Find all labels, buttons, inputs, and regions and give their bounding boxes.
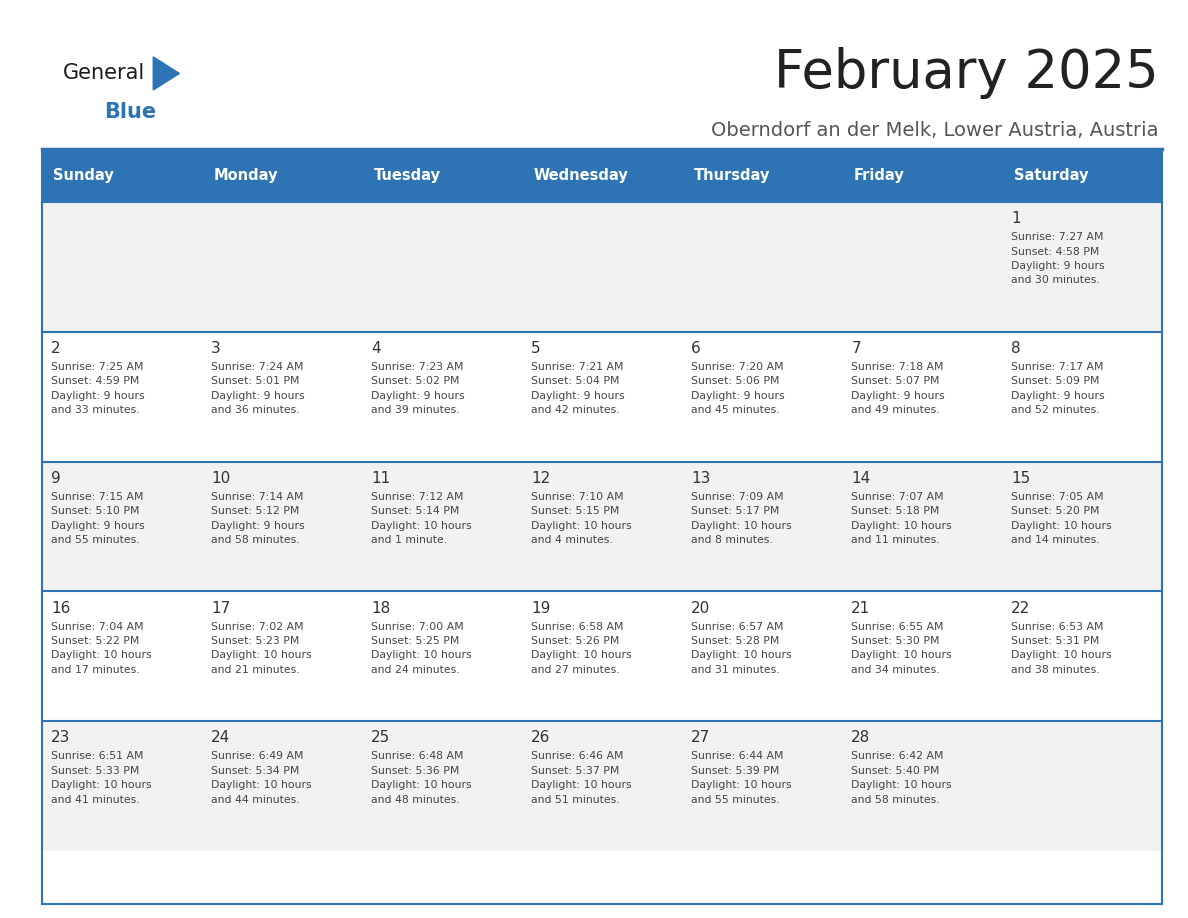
- Text: February 2025: February 2025: [773, 48, 1158, 99]
- Text: Sunday: Sunday: [53, 168, 114, 183]
- Bar: [42, 149, 1162, 202]
- Text: 17: 17: [211, 600, 230, 616]
- Text: Oberndorf an der Melk, Lower Austria, Austria: Oberndorf an der Melk, Lower Austria, Au…: [710, 121, 1158, 140]
- Text: 8: 8: [1011, 341, 1020, 356]
- Text: 3: 3: [211, 341, 221, 356]
- Text: Thursday: Thursday: [694, 168, 770, 183]
- Text: 12: 12: [531, 471, 550, 486]
- Text: Sunrise: 7:02 AM
Sunset: 5:23 PM
Daylight: 10 hours
and 21 minutes.: Sunrise: 7:02 AM Sunset: 5:23 PM Dayligh…: [211, 621, 311, 675]
- Bar: [42, 331, 1162, 462]
- Text: General: General: [63, 63, 145, 84]
- Text: 23: 23: [51, 731, 70, 745]
- Text: Wednesday: Wednesday: [533, 168, 628, 183]
- Text: 28: 28: [852, 731, 871, 745]
- Text: Sunrise: 6:48 AM
Sunset: 5:36 PM
Daylight: 10 hours
and 48 minutes.: Sunrise: 6:48 AM Sunset: 5:36 PM Dayligh…: [371, 752, 472, 805]
- Text: 7: 7: [852, 341, 861, 356]
- Text: 22: 22: [1011, 600, 1030, 616]
- Text: 10: 10: [211, 471, 230, 486]
- Text: Sunrise: 7:12 AM
Sunset: 5:14 PM
Daylight: 10 hours
and 1 minute.: Sunrise: 7:12 AM Sunset: 5:14 PM Dayligh…: [371, 492, 472, 545]
- Text: Sunrise: 7:07 AM
Sunset: 5:18 PM
Daylight: 10 hours
and 11 minutes.: Sunrise: 7:07 AM Sunset: 5:18 PM Dayligh…: [852, 492, 952, 545]
- Text: 2: 2: [51, 341, 61, 356]
- Text: 24: 24: [211, 731, 230, 745]
- Text: Sunrise: 7:20 AM
Sunset: 5:06 PM
Daylight: 9 hours
and 45 minutes.: Sunrise: 7:20 AM Sunset: 5:06 PM Dayligh…: [691, 362, 785, 415]
- Text: 26: 26: [531, 731, 550, 745]
- Text: Sunrise: 7:21 AM
Sunset: 5:04 PM
Daylight: 9 hours
and 42 minutes.: Sunrise: 7:21 AM Sunset: 5:04 PM Dayligh…: [531, 362, 625, 415]
- Text: 14: 14: [852, 471, 871, 486]
- Text: 16: 16: [51, 600, 70, 616]
- Polygon shape: [153, 57, 179, 90]
- Text: 15: 15: [1011, 471, 1030, 486]
- Text: Sunrise: 6:55 AM
Sunset: 5:30 PM
Daylight: 10 hours
and 34 minutes.: Sunrise: 6:55 AM Sunset: 5:30 PM Dayligh…: [852, 621, 952, 675]
- Text: Sunrise: 6:46 AM
Sunset: 5:37 PM
Daylight: 10 hours
and 51 minutes.: Sunrise: 6:46 AM Sunset: 5:37 PM Dayligh…: [531, 752, 632, 805]
- Text: Sunrise: 7:09 AM
Sunset: 5:17 PM
Daylight: 10 hours
and 8 minutes.: Sunrise: 7:09 AM Sunset: 5:17 PM Dayligh…: [691, 492, 792, 545]
- Text: Sunrise: 6:53 AM
Sunset: 5:31 PM
Daylight: 10 hours
and 38 minutes.: Sunrise: 6:53 AM Sunset: 5:31 PM Dayligh…: [1011, 621, 1112, 675]
- Text: Sunrise: 7:05 AM
Sunset: 5:20 PM
Daylight: 10 hours
and 14 minutes.: Sunrise: 7:05 AM Sunset: 5:20 PM Dayligh…: [1011, 492, 1112, 545]
- Text: Sunrise: 7:18 AM
Sunset: 5:07 PM
Daylight: 9 hours
and 49 minutes.: Sunrise: 7:18 AM Sunset: 5:07 PM Dayligh…: [852, 362, 944, 415]
- Text: 4: 4: [371, 341, 381, 356]
- Text: Sunrise: 6:42 AM
Sunset: 5:40 PM
Daylight: 10 hours
and 58 minutes.: Sunrise: 6:42 AM Sunset: 5:40 PM Dayligh…: [852, 752, 952, 805]
- Text: Sunrise: 6:44 AM
Sunset: 5:39 PM
Daylight: 10 hours
and 55 minutes.: Sunrise: 6:44 AM Sunset: 5:39 PM Dayligh…: [691, 752, 792, 805]
- Text: Sunrise: 7:10 AM
Sunset: 5:15 PM
Daylight: 10 hours
and 4 minutes.: Sunrise: 7:10 AM Sunset: 5:15 PM Dayligh…: [531, 492, 632, 545]
- Text: 27: 27: [691, 731, 710, 745]
- Text: 18: 18: [371, 600, 391, 616]
- Text: 6: 6: [691, 341, 701, 356]
- Text: 9: 9: [51, 471, 61, 486]
- Text: 19: 19: [531, 600, 550, 616]
- Text: Sunrise: 7:23 AM
Sunset: 5:02 PM
Daylight: 9 hours
and 39 minutes.: Sunrise: 7:23 AM Sunset: 5:02 PM Dayligh…: [371, 362, 465, 415]
- Text: 20: 20: [691, 600, 710, 616]
- Text: Sunrise: 7:04 AM
Sunset: 5:22 PM
Daylight: 10 hours
and 17 minutes.: Sunrise: 7:04 AM Sunset: 5:22 PM Dayligh…: [51, 621, 152, 675]
- Text: 25: 25: [371, 731, 391, 745]
- Text: Sunrise: 6:49 AM
Sunset: 5:34 PM
Daylight: 10 hours
and 44 minutes.: Sunrise: 6:49 AM Sunset: 5:34 PM Dayligh…: [211, 752, 311, 805]
- Text: 11: 11: [371, 471, 391, 486]
- Text: 5: 5: [531, 341, 541, 356]
- Text: Sunrise: 7:24 AM
Sunset: 5:01 PM
Daylight: 9 hours
and 36 minutes.: Sunrise: 7:24 AM Sunset: 5:01 PM Dayligh…: [211, 362, 305, 415]
- Text: Friday: Friday: [854, 168, 904, 183]
- Text: Blue: Blue: [105, 102, 157, 122]
- Text: Sunrise: 7:00 AM
Sunset: 5:25 PM
Daylight: 10 hours
and 24 minutes.: Sunrise: 7:00 AM Sunset: 5:25 PM Dayligh…: [371, 621, 472, 675]
- Text: Sunrise: 7:25 AM
Sunset: 4:59 PM
Daylight: 9 hours
and 33 minutes.: Sunrise: 7:25 AM Sunset: 4:59 PM Dayligh…: [51, 362, 145, 415]
- Text: Sunrise: 7:14 AM
Sunset: 5:12 PM
Daylight: 9 hours
and 58 minutes.: Sunrise: 7:14 AM Sunset: 5:12 PM Dayligh…: [211, 492, 305, 545]
- Text: Monday: Monday: [214, 168, 278, 183]
- Text: Sunrise: 7:27 AM
Sunset: 4:58 PM
Daylight: 9 hours
and 30 minutes.: Sunrise: 7:27 AM Sunset: 4:58 PM Dayligh…: [1011, 232, 1105, 285]
- Text: Saturday: Saturday: [1013, 168, 1088, 183]
- Text: Sunrise: 6:57 AM
Sunset: 5:28 PM
Daylight: 10 hours
and 31 minutes.: Sunrise: 6:57 AM Sunset: 5:28 PM Dayligh…: [691, 621, 792, 675]
- Text: Sunrise: 6:51 AM
Sunset: 5:33 PM
Daylight: 10 hours
and 41 minutes.: Sunrise: 6:51 AM Sunset: 5:33 PM Dayligh…: [51, 752, 152, 805]
- Bar: [42, 202, 1162, 331]
- Text: 13: 13: [691, 471, 710, 486]
- Text: 21: 21: [852, 600, 871, 616]
- Bar: [42, 591, 1162, 722]
- Text: Sunrise: 7:17 AM
Sunset: 5:09 PM
Daylight: 9 hours
and 52 minutes.: Sunrise: 7:17 AM Sunset: 5:09 PM Dayligh…: [1011, 362, 1105, 415]
- Bar: [42, 462, 1162, 591]
- Text: Sunrise: 7:15 AM
Sunset: 5:10 PM
Daylight: 9 hours
and 55 minutes.: Sunrise: 7:15 AM Sunset: 5:10 PM Dayligh…: [51, 492, 145, 545]
- Text: 1: 1: [1011, 211, 1020, 226]
- Bar: [42, 722, 1162, 851]
- Text: Tuesday: Tuesday: [373, 168, 441, 183]
- Text: Sunrise: 6:58 AM
Sunset: 5:26 PM
Daylight: 10 hours
and 27 minutes.: Sunrise: 6:58 AM Sunset: 5:26 PM Dayligh…: [531, 621, 632, 675]
